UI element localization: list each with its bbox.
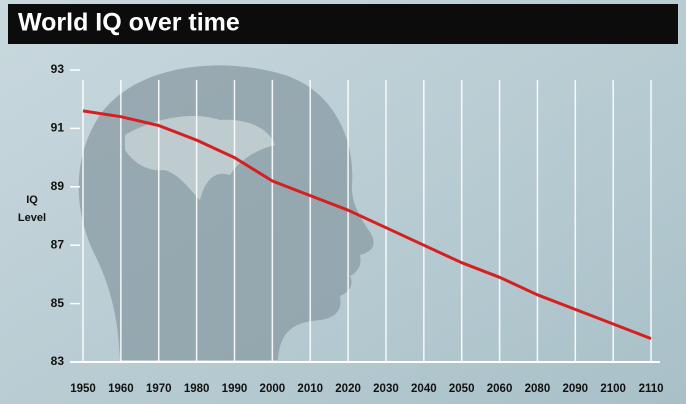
x-tick-label: 2010 <box>297 383 323 395</box>
x-tick-label: 1950 <box>70 383 96 395</box>
x-tick-label: 2020 <box>335 383 361 395</box>
x-tick-label: 2040 <box>411 383 437 395</box>
x-tick-label: 2050 <box>449 383 475 395</box>
x-tick-label: 1990 <box>222 383 248 395</box>
x-tick-label: 2000 <box>260 383 286 395</box>
world-map <box>125 115 275 200</box>
title-bar <box>8 4 678 44</box>
x-tick-label: 2060 <box>487 383 513 395</box>
x-tick-label: 2100 <box>600 383 626 395</box>
x-tick-label: 2030 <box>373 383 399 395</box>
x-tick-label: 1960 <box>108 383 134 395</box>
x-tick-label: 1970 <box>146 383 172 395</box>
y-tick-label: 87 <box>51 237 65 251</box>
x-tick-label: 1980 <box>184 383 210 395</box>
y-tick-label: 85 <box>51 296 65 310</box>
y-tick-label: 83 <box>51 354 65 368</box>
head-silhouette <box>78 65 374 361</box>
chart-title: World IQ over time <box>18 9 240 37</box>
y-tick-label: 91 <box>51 121 65 135</box>
data-line <box>82 109 652 340</box>
x-tick-label: 2090 <box>563 383 589 395</box>
y-tick-label: 93 <box>51 62 65 76</box>
y-axis-label: IQ Level <box>18 194 46 224</box>
x-tick-label: 2110 <box>639 383 664 395</box>
x-tick-label: 2080 <box>525 383 551 395</box>
y-tick-label: 89 <box>51 179 65 193</box>
